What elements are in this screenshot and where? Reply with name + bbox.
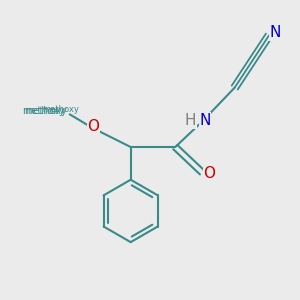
Text: H: H bbox=[185, 113, 196, 128]
Text: O: O bbox=[203, 166, 215, 181]
Text: O: O bbox=[88, 119, 100, 134]
Text: N: N bbox=[199, 113, 211, 128]
Text: methoxy: methoxy bbox=[42, 105, 79, 114]
Text: N: N bbox=[270, 25, 281, 40]
Text: N: N bbox=[270, 25, 281, 40]
Text: N: N bbox=[199, 113, 211, 128]
Text: H: H bbox=[185, 113, 196, 127]
Text: O: O bbox=[203, 166, 215, 181]
Text: methoxy: methoxy bbox=[22, 106, 65, 116]
Text: O: O bbox=[88, 119, 100, 134]
Text: methoxy: methoxy bbox=[24, 106, 67, 116]
